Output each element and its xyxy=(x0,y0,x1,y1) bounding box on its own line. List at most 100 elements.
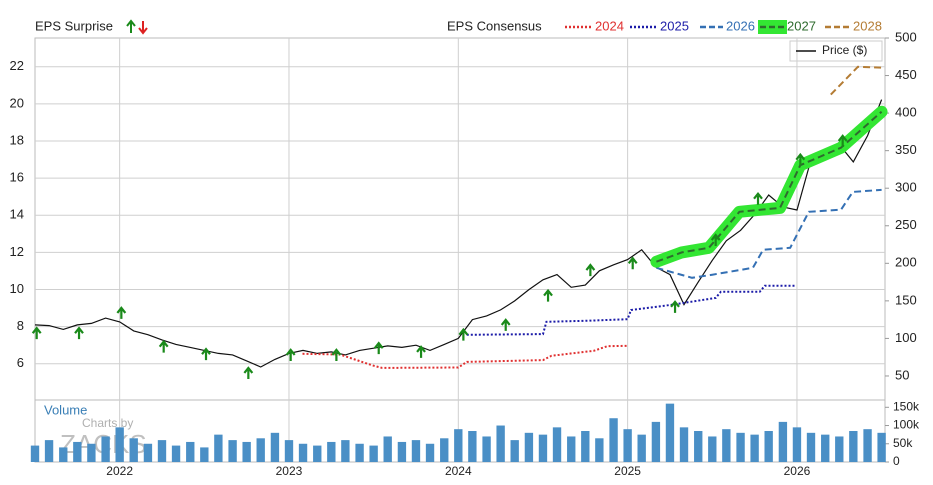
y-tick-label: 10 xyxy=(10,281,24,296)
volume-bar xyxy=(581,431,590,462)
x-tick-label: 2022 xyxy=(106,464,133,478)
volume-bar xyxy=(651,421,661,462)
volume-bar xyxy=(877,432,886,462)
volume-bar xyxy=(341,440,350,462)
surprise-legend: EPS Surprise xyxy=(35,18,113,33)
surprise-arrow xyxy=(670,300,680,313)
y-tick-label: 8 xyxy=(17,318,24,333)
y-tick-label: 6 xyxy=(17,355,24,370)
y2-tick-label: 150 xyxy=(895,292,917,307)
volume-bar xyxy=(863,429,872,462)
volume-bar xyxy=(496,425,505,462)
y-tick-label: 14 xyxy=(10,207,24,222)
volume-bar xyxy=(623,429,632,462)
volume-bar xyxy=(73,441,82,462)
volume-bar xyxy=(637,434,646,462)
surprise-arrow xyxy=(74,326,84,340)
legend-label: Price ($) xyxy=(822,43,867,57)
y2-tick-label: 250 xyxy=(895,217,917,232)
volume-bar xyxy=(510,440,519,462)
volume-bar xyxy=(129,438,138,462)
y-tick-label: 18 xyxy=(10,132,24,147)
surprise-arrow xyxy=(627,256,638,270)
legend-label: 2024 xyxy=(595,18,624,33)
y-tick-label: 20 xyxy=(10,95,24,110)
volume-bar xyxy=(355,443,364,462)
consensus-line xyxy=(656,188,882,279)
volume-bar xyxy=(708,436,717,462)
volume-bar xyxy=(722,429,731,462)
volume-bar xyxy=(214,434,223,462)
volume-bar xyxy=(835,436,844,462)
surprise-arrow xyxy=(753,191,763,205)
legend-label: 2025 xyxy=(660,18,689,33)
volume-bar xyxy=(200,447,209,462)
volume-bar xyxy=(242,441,251,462)
volume-bar xyxy=(425,443,435,462)
y-tick-label: 22 xyxy=(10,58,24,73)
surprise-arrow xyxy=(331,348,342,361)
x-tick-label: 2024 xyxy=(445,464,472,478)
surprise-arrow xyxy=(31,326,42,340)
volume-tick-label: 100k xyxy=(893,418,920,432)
volume-bar xyxy=(171,445,181,462)
volume-bar xyxy=(101,436,110,462)
volume-bar xyxy=(665,403,675,462)
volume-bar xyxy=(30,445,40,462)
volume-bar xyxy=(849,431,858,462)
up-arrow-icon xyxy=(126,19,136,33)
y2-tick-label: 50 xyxy=(895,367,909,382)
volume-bar xyxy=(468,431,477,462)
volume-bar xyxy=(806,432,816,462)
surprise-arrow xyxy=(201,347,211,361)
volume-bar xyxy=(567,436,576,462)
surprise-arrow xyxy=(795,152,806,166)
volume-tick-label: 150k xyxy=(893,399,920,413)
volume-bar xyxy=(87,443,96,462)
watermark: Charts by xyxy=(82,416,133,430)
volume-bar xyxy=(228,440,237,462)
surprise-arrow xyxy=(373,341,384,355)
surprise-arrow xyxy=(243,366,254,379)
surprise-arrow xyxy=(116,306,127,319)
y-tick-label: 12 xyxy=(10,244,24,259)
surprise-arrow xyxy=(837,134,848,147)
legend-label: 2028 xyxy=(853,18,882,33)
volume-bar xyxy=(186,441,195,462)
volume-bar xyxy=(454,429,463,462)
x-tick-label: 2023 xyxy=(276,464,303,478)
volume-bar xyxy=(411,440,421,462)
consensus-line xyxy=(656,110,883,263)
plot-frame xyxy=(34,37,886,463)
consensus-line xyxy=(302,344,628,369)
y2-tick-label: 400 xyxy=(895,105,917,120)
volume-bar xyxy=(609,418,618,462)
y2-tick-label: 350 xyxy=(895,142,917,157)
volume-bar xyxy=(750,434,759,462)
surprise-arrow xyxy=(585,263,596,277)
volume-bar xyxy=(482,436,491,462)
volume-bar xyxy=(778,421,788,462)
volume-bar xyxy=(524,432,534,462)
y2-tick-label: 100 xyxy=(895,330,917,345)
volume-bar xyxy=(157,440,167,462)
surprise-arrow xyxy=(543,288,553,302)
y2-tick-label: 200 xyxy=(895,255,917,270)
legend-label: 2026 xyxy=(726,18,755,33)
volume-bar xyxy=(552,427,562,462)
volume-bar xyxy=(44,440,54,462)
volume-bar xyxy=(313,445,322,462)
volume-bar xyxy=(383,436,392,462)
volume-tick-label: 50k xyxy=(893,436,913,450)
volume-bar xyxy=(736,432,745,462)
down-arrow-icon xyxy=(138,21,148,35)
volume-bar xyxy=(256,438,265,462)
volume-bar xyxy=(538,434,548,462)
volume-label: Volume xyxy=(44,402,87,417)
consensus-line xyxy=(466,284,796,336)
y2-tick-label: 500 xyxy=(895,29,917,44)
surprise-arrow xyxy=(500,318,511,331)
volume-bar xyxy=(764,431,773,462)
volume-bar xyxy=(821,434,830,462)
